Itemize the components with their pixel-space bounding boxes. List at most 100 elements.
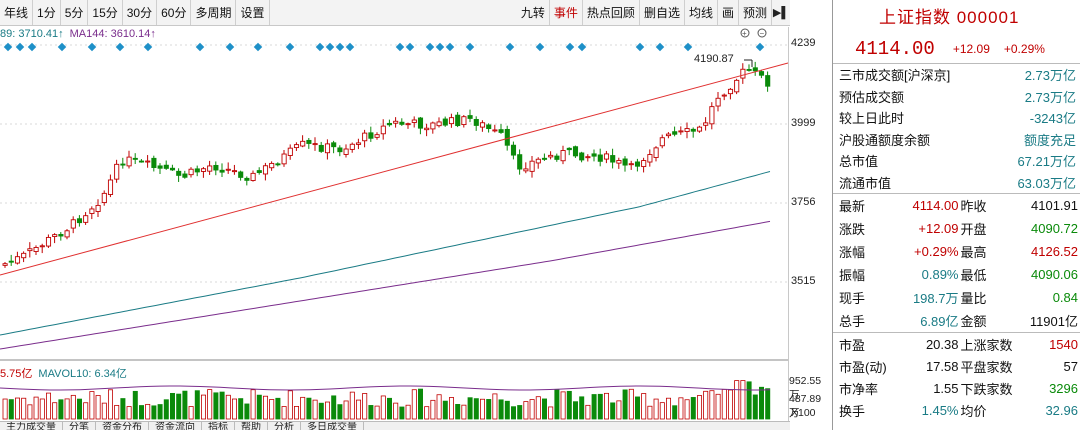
- tool-button[interactable]: 画: [717, 0, 739, 25]
- kline-chart[interactable]: + − 89: 3710.41↑ MA144: 3610.14↑ 4190.87 5…: [0, 27, 790, 430]
- candle-body: [101, 192, 107, 204]
- candle-body: [448, 117, 455, 125]
- candle-body: [479, 122, 486, 128]
- quote-section: 最新 4114.00 昨收 4101.91 涨跌 +12.09 开盘 4090.72 涨幅 +0.…: [833, 193, 1080, 332]
- volume-bar: [393, 402, 399, 420]
- bottom-tab[interactable]: 资金流向: [149, 422, 202, 430]
- tool-button[interactable]: 预测: [738, 0, 772, 25]
- event-marker-icon[interactable]: [535, 42, 545, 52]
- turnover-value: 2.73万亿: [1024, 89, 1076, 105]
- volume-bar: [436, 394, 442, 420]
- event-marker-icon[interactable]: [15, 42, 25, 52]
- volume-bar: [219, 391, 225, 420]
- quote-value: 4114.00: [912, 198, 959, 213]
- collapse-arrow-icon[interactable]: ▶▌: [772, 7, 790, 19]
- period-button[interactable]: 年线: [0, 0, 34, 25]
- candle-body: [665, 133, 672, 137]
- candle-body: [207, 165, 213, 172]
- kline-chart-canvas[interactable]: + −: [0, 27, 790, 430]
- turnover-label: 沪股通额度余额: [839, 132, 931, 148]
- bottom-tabs: 主力成交量 分笔 资金分布 资金流向 指标 帮助 分析 多日成交量: [0, 421, 790, 430]
- bottom-tab[interactable]: 主力成交量: [0, 422, 63, 430]
- volume-bar: [579, 396, 585, 420]
- event-marker-icon[interactable]: [565, 42, 575, 52]
- period-button[interactable]: 1分: [33, 0, 61, 25]
- event-marker-icon[interactable]: [3, 42, 13, 52]
- event-marker-icon[interactable]: [195, 42, 205, 52]
- volume-bar: [188, 406, 194, 420]
- quote-value: 4101.91: [1031, 198, 1078, 213]
- ma-legend: 89: 3710.41↑ MA144: 3610.14↑: [0, 28, 156, 40]
- event-marker-icon[interactable]: [465, 42, 475, 52]
- event-marker-icon[interactable]: [253, 42, 263, 52]
- tool-button[interactable]: 删自选: [639, 0, 685, 25]
- candle-body: [758, 71, 765, 76]
- event-marker-icon[interactable]: [505, 42, 515, 52]
- volume-bar: [89, 391, 95, 420]
- bottom-tab[interactable]: 分笔: [63, 422, 96, 430]
- event-marker-icon[interactable]: [345, 42, 355, 52]
- event-marker-icon[interactable]: [755, 42, 765, 52]
- period-button[interactable]: 5分: [60, 0, 89, 25]
- candle-body: [250, 172, 256, 181]
- period-button[interactable]: 60分: [157, 0, 192, 25]
- period-button[interactable]: 15分: [88, 0, 123, 25]
- bottom-tab[interactable]: 多日成交量: [301, 422, 364, 430]
- event-marker-icon[interactable]: [445, 42, 455, 52]
- candle-body: [287, 147, 293, 156]
- zoom-in-icon[interactable]: [740, 28, 750, 38]
- event-marker-icon[interactable]: [285, 42, 295, 52]
- quote-cell: 涨幅 +0.29%: [839, 242, 959, 261]
- bottom-tab[interactable]: 指标: [202, 422, 235, 430]
- stats-row: 市盈 20.38 上涨家数 1540: [833, 333, 1080, 355]
- event-marker-icon[interactable]: [655, 42, 665, 52]
- period-button[interactable]: 30分: [122, 0, 158, 25]
- stats-label: 下跌家数: [960, 381, 1013, 397]
- quote-label: 现手: [839, 291, 866, 306]
- volume-bar: [39, 398, 45, 420]
- quote-label: 最新: [839, 199, 866, 214]
- period-button[interactable]: 多周期: [191, 0, 237, 25]
- event-marker-icon[interactable]: [635, 42, 645, 52]
- volume-bar: [52, 402, 58, 420]
- tool-button[interactable]: 九转: [516, 0, 550, 25]
- bottom-tab[interactable]: 帮助: [235, 422, 268, 430]
- tool-button[interactable]: 热点回顾: [582, 0, 640, 25]
- bottom-tab[interactable]: 资金分布: [96, 422, 149, 430]
- event-marker-icon[interactable]: [225, 42, 235, 52]
- event-marker-icon[interactable]: [315, 42, 325, 52]
- event-marker-icon[interactable]: [405, 42, 415, 52]
- event-marker-icon[interactable]: [395, 42, 405, 52]
- candle-body: [647, 154, 653, 163]
- event-marker-icon[interactable]: [425, 42, 435, 52]
- event-marker-icon[interactable]: [87, 42, 97, 52]
- event-marker-icon[interactable]: [115, 42, 125, 52]
- volume-bar: [535, 396, 541, 420]
- candle-body: [492, 129, 498, 132]
- volume-bar: [424, 406, 430, 420]
- trend-line[interactable]: [0, 62, 789, 276]
- event-marker-icon[interactable]: [683, 42, 693, 52]
- volume-bar: [647, 405, 653, 420]
- event-marker-icon[interactable]: [325, 42, 335, 52]
- volume-bar: [275, 397, 281, 420]
- quote-label: 昨收: [960, 199, 987, 214]
- tool-button[interactable]: 均线: [684, 0, 718, 25]
- event-marker-icon[interactable]: [27, 42, 37, 52]
- event-marker-icon[interactable]: [143, 42, 153, 52]
- turnover-label: 流通市值: [839, 175, 892, 191]
- candle-body: [238, 171, 244, 178]
- event-marker-icon[interactable]: [335, 42, 345, 52]
- event-marker-icon[interactable]: [57, 42, 67, 52]
- bottom-tab[interactable]: 分析: [268, 422, 301, 430]
- event-marker-icon[interactable]: [435, 42, 445, 52]
- tool-button[interactable]: 事件: [549, 0, 583, 25]
- zoom-out-icon[interactable]: [757, 28, 767, 38]
- volume-bar: [355, 399, 361, 420]
- event-marker-icon[interactable]: [577, 42, 587, 52]
- quote-row: 振幅 0.89% 最低 4090.06: [833, 263, 1080, 286]
- period-button[interactable]: 设置: [236, 0, 270, 25]
- candle-body: [39, 245, 45, 248]
- candle-body: [318, 144, 324, 152]
- volume-legend: 5.75亿 MAVOL10: 6.34亿: [0, 365, 127, 381]
